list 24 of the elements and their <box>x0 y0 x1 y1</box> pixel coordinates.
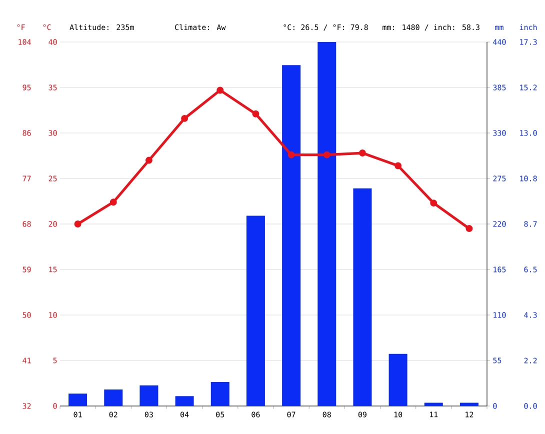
bar <box>246 216 265 406</box>
bar <box>282 65 301 406</box>
point <box>145 156 152 164</box>
bar <box>318 42 336 406</box>
point <box>430 200 438 207</box>
bar <box>388 354 408 406</box>
bar <box>210 382 230 406</box>
point <box>216 86 224 94</box>
point <box>288 151 295 158</box>
bar <box>175 396 194 406</box>
point <box>394 162 402 170</box>
bar <box>140 385 158 406</box>
bar <box>104 389 123 406</box>
point <box>358 150 366 157</box>
bar <box>68 394 88 406</box>
point <box>181 114 188 122</box>
point <box>74 220 82 228</box>
point <box>252 110 260 118</box>
bar <box>353 188 372 406</box>
bar <box>460 402 478 406</box>
point <box>466 225 473 232</box>
point <box>110 198 117 206</box>
bar <box>424 402 443 406</box>
point <box>323 151 330 158</box>
